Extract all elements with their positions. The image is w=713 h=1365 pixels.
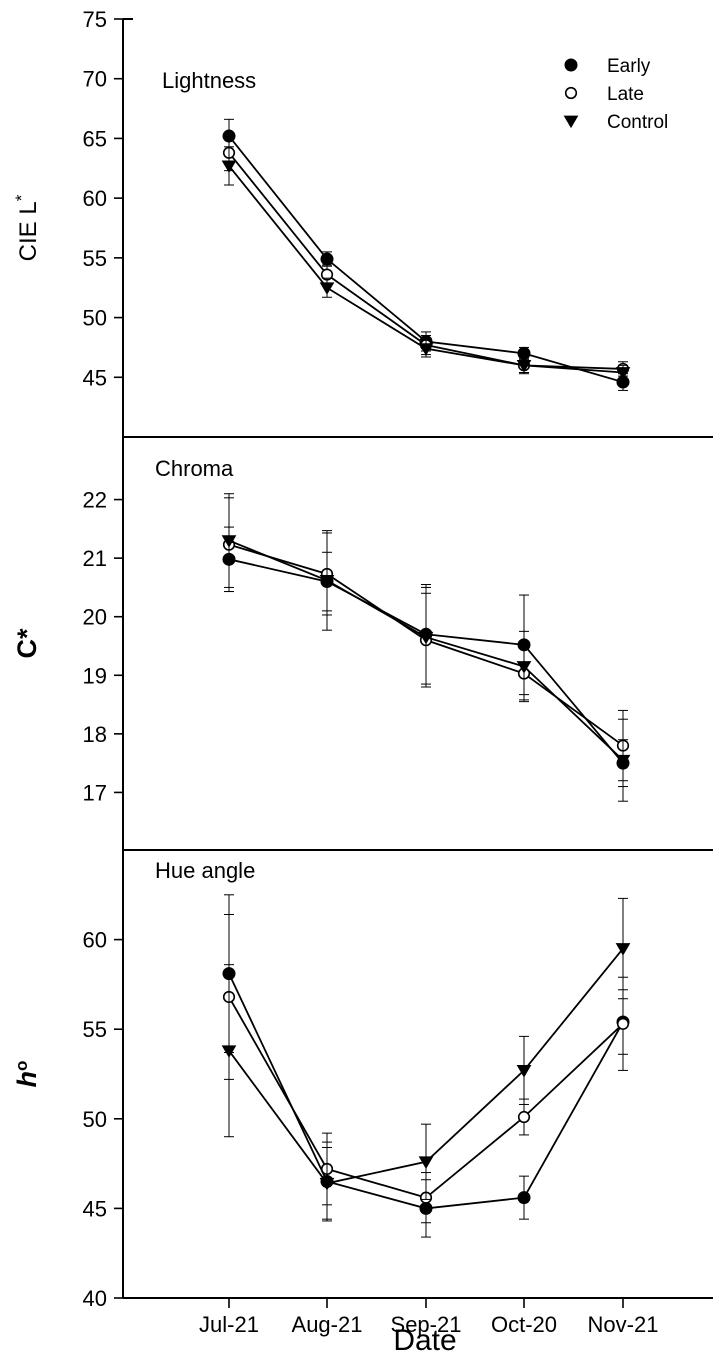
y-tick-label: 50 xyxy=(83,1107,107,1132)
y-tick-label: 60 xyxy=(83,928,107,953)
data-point xyxy=(221,535,237,548)
y-tick-label: 45 xyxy=(83,1196,107,1221)
y-tick-label: 45 xyxy=(83,365,107,390)
data-point xyxy=(517,1191,531,1205)
y-tick-label: 60 xyxy=(83,186,107,211)
y-tick-label: 22 xyxy=(83,488,107,513)
y-axis-label: CIE L* xyxy=(12,194,42,261)
x-tick-label: Oct-20 xyxy=(491,1312,557,1337)
y-tick-label: 75 xyxy=(83,7,107,32)
data-point xyxy=(516,661,532,674)
series-control xyxy=(221,146,631,381)
data-point xyxy=(320,252,334,266)
panel-hue-angle: 40 45 50 55 60 Hue angle ho xyxy=(12,858,631,1311)
legend-label: Control xyxy=(607,112,668,133)
data-point xyxy=(418,343,434,356)
data-point xyxy=(418,631,434,645)
data-point xyxy=(418,1156,434,1169)
legend-marker xyxy=(564,86,578,100)
x-tick-label: Nov-21 xyxy=(588,1312,659,1337)
x-tick-label: Jul-21 xyxy=(199,1312,259,1337)
y-tick-label: 40 xyxy=(83,1286,107,1311)
legend-marker xyxy=(563,115,579,129)
data-point xyxy=(221,160,237,174)
y-tick-label: 17 xyxy=(83,780,107,805)
legend-label: Late xyxy=(607,84,644,105)
panel-title: Lightness xyxy=(162,68,256,93)
series-control xyxy=(221,493,631,802)
y-tick-label: 19 xyxy=(83,663,107,688)
panel-lightness: 45 50 55 60 65 70 75 Lightness CIE L* xyxy=(12,7,631,391)
x-tick-label: Sep-21 xyxy=(391,1312,462,1337)
data-point xyxy=(616,1017,630,1030)
x-axis-label: Date xyxy=(393,1324,456,1357)
data-point xyxy=(517,1110,531,1124)
panel-title: Chroma xyxy=(155,456,234,481)
y-tick-label: 55 xyxy=(83,1017,107,1042)
data-point xyxy=(319,1177,335,1191)
panel-title: Hue angle xyxy=(155,858,255,883)
y-tick-label: 21 xyxy=(83,546,107,571)
legend-marker xyxy=(564,58,578,72)
y-tick-label: 55 xyxy=(83,246,107,271)
data-point xyxy=(615,943,631,956)
y-tick-label: 50 xyxy=(83,306,107,331)
x-tick-label: Aug-21 xyxy=(292,1312,363,1337)
data-point xyxy=(615,367,631,380)
legend-label: Early xyxy=(607,56,651,77)
data-point xyxy=(319,575,335,588)
data-point xyxy=(319,282,335,295)
y-axis-label: C* xyxy=(12,628,42,658)
panel-chroma: 17 18 19 20 21 22 Chroma C* xyxy=(12,456,631,805)
data-point xyxy=(516,359,532,373)
data-point xyxy=(615,754,631,768)
y-tick-label: 65 xyxy=(83,126,107,151)
y-tick-label: 70 xyxy=(83,67,107,92)
y-tick-label: 18 xyxy=(83,722,107,747)
y-axis-label: ho xyxy=(12,1061,42,1088)
data-point xyxy=(221,1045,237,1058)
legend: Early Late Control xyxy=(563,56,668,133)
y-tick-label: 20 xyxy=(83,605,107,630)
series-control xyxy=(221,897,631,1220)
data-point xyxy=(516,1065,532,1078)
